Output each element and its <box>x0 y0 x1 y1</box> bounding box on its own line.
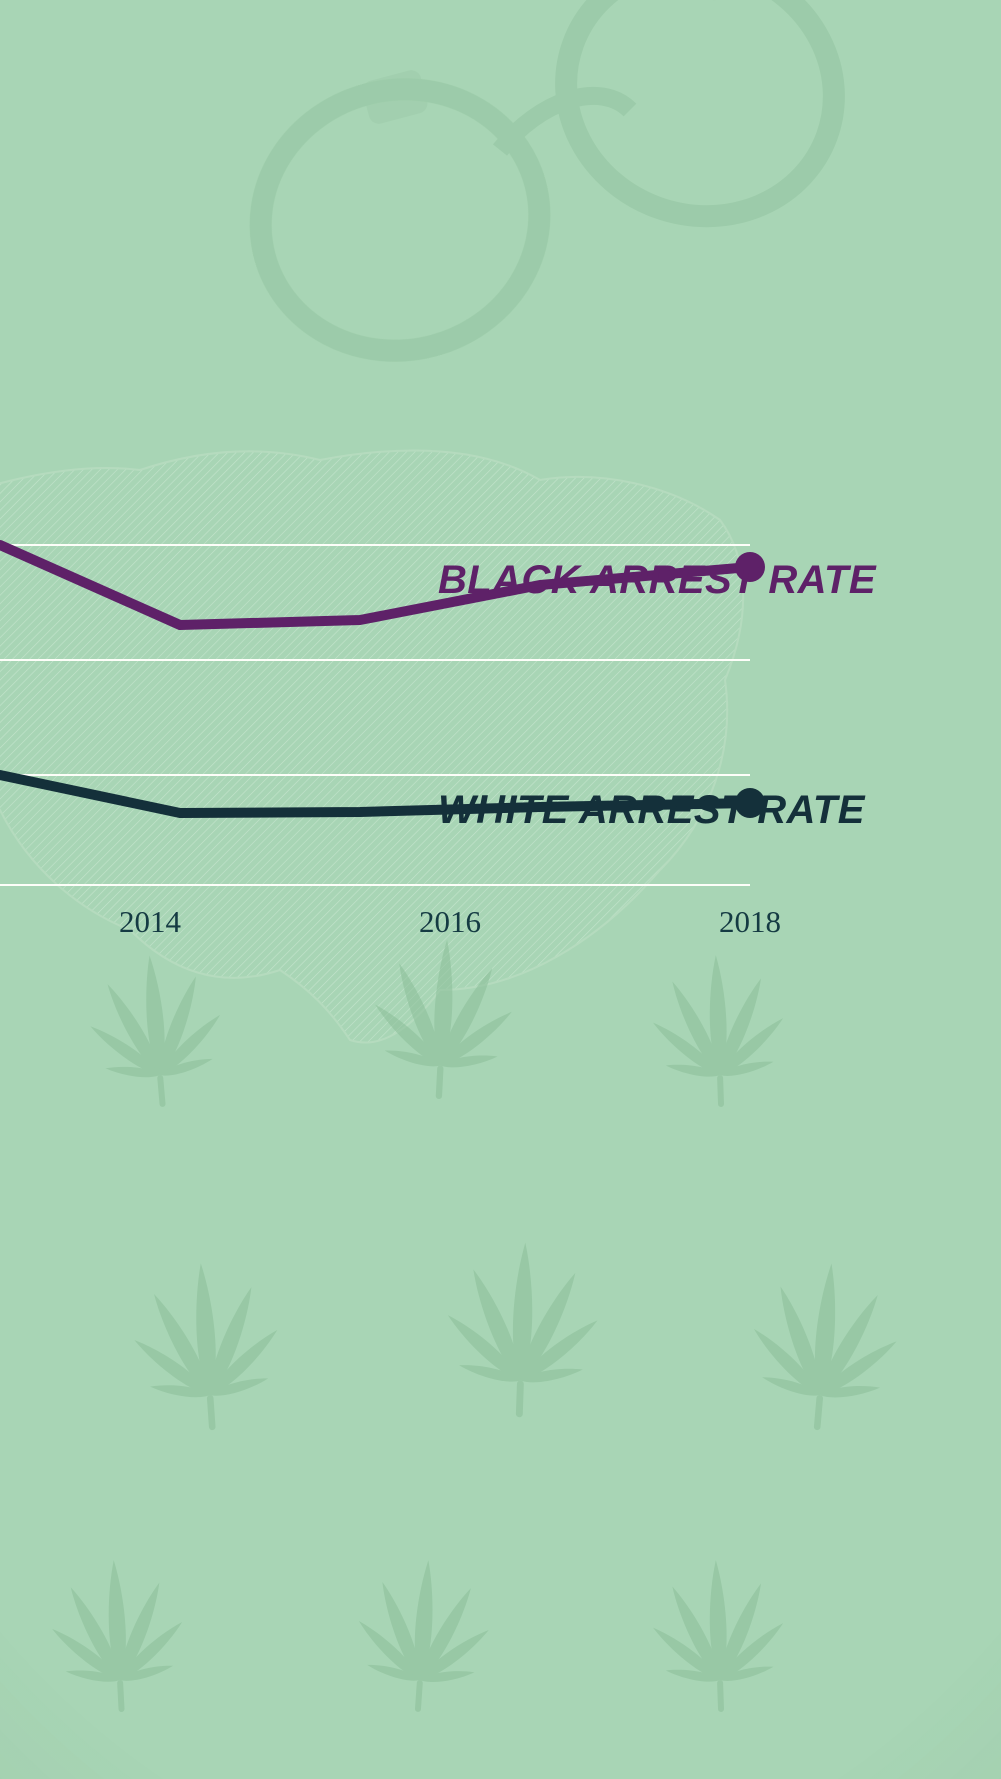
series-label-white: WHITE ARREST RATE <box>438 788 866 832</box>
chart-series-labels: BLACK ARREST RATE WHITE ARREST RATE <box>438 558 877 832</box>
x-axis-tick-label: 2014 <box>119 904 182 939</box>
arrest-rate-chart: 2014 2016 2018 BLACK ARREST RATE WHITE ARRE… <box>0 0 1001 1779</box>
x-axis-tick-label: 2018 <box>719 904 781 939</box>
chart-x-ticks: 2014 2016 2018 <box>119 904 781 939</box>
infographic-canvas: 2014 2016 2018 BLACK ARREST RATE WHITE ARRE… <box>0 0 1001 1779</box>
series-label-black: BLACK ARREST RATE <box>438 558 877 602</box>
x-axis-tick-label: 2016 <box>419 904 481 939</box>
